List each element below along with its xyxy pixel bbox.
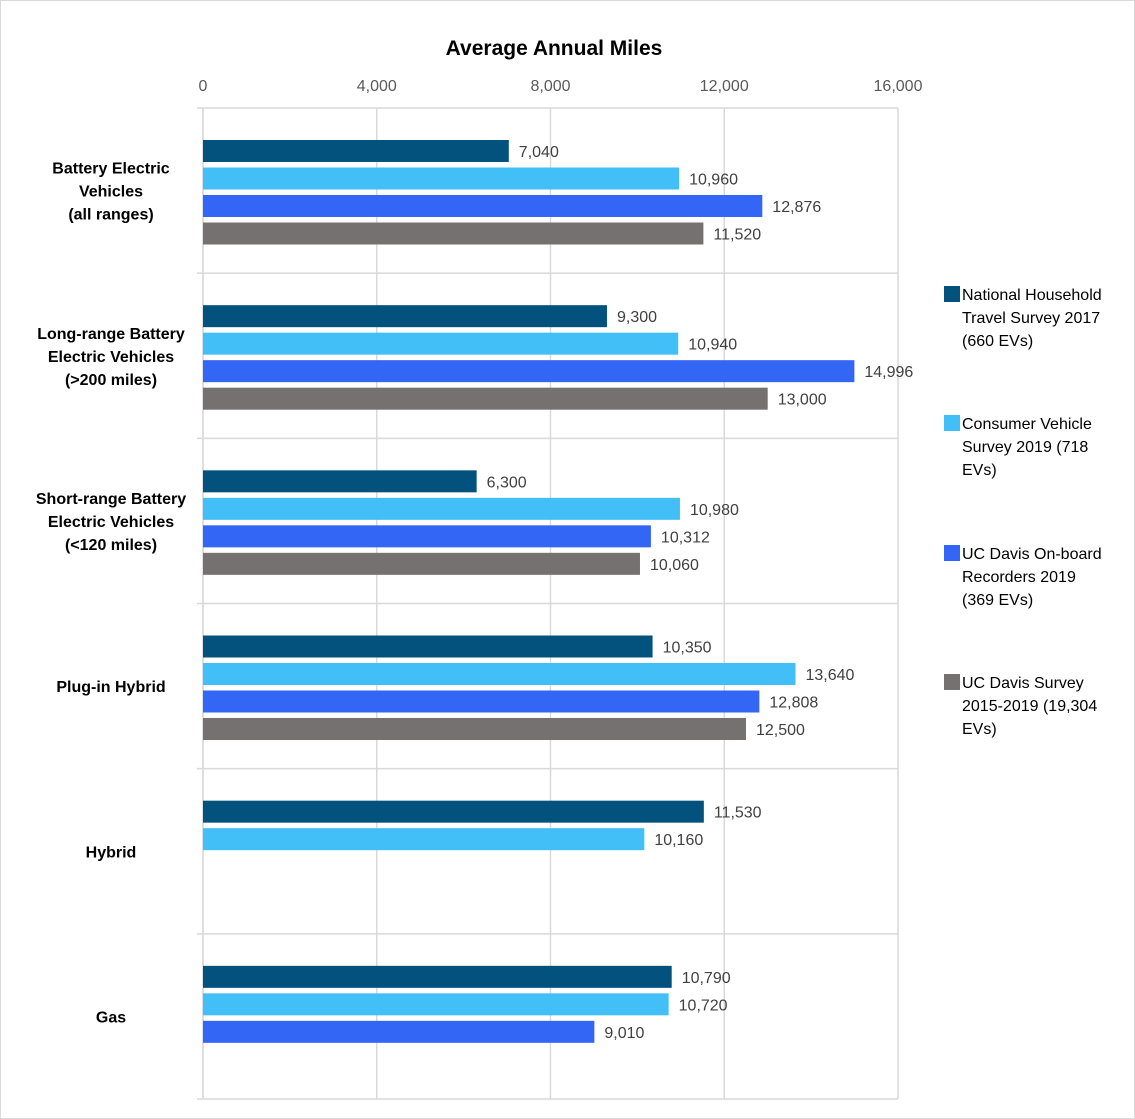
bar (203, 195, 763, 217)
data-label: 12,808 (769, 695, 818, 712)
legend-label-line: (660 EVs) (962, 333, 1033, 350)
category-label-line: Battery Electric (52, 161, 169, 178)
category-label-line: Long-range Battery (37, 326, 185, 343)
legend-swatch (944, 674, 960, 690)
category-label: Plug-in Hybrid (56, 679, 165, 696)
bar (203, 552, 640, 575)
data-label: 12,876 (772, 199, 821, 216)
legend-swatch (944, 286, 960, 302)
bar (203, 332, 679, 355)
legend-label-line: Survey 2019 (718 (962, 439, 1088, 456)
category-label-line: Plug-in Hybrid (56, 679, 165, 696)
legend-swatch (944, 545, 960, 561)
data-label: 6,300 (487, 474, 527, 491)
data-label: 10,940 (688, 337, 737, 354)
legend-label-line: Travel Survey 2017 (962, 310, 1100, 327)
category-label-line: Electric Vehicles (48, 514, 174, 531)
category-labels: Battery Electric Vehicles (all ranges) Long… (36, 161, 186, 1027)
legend-label: Consumer Vehicle Survey 2019 (718 EVs) (962, 416, 1092, 479)
data-label: 10,790 (682, 970, 731, 987)
data-label: 10,060 (650, 557, 699, 574)
category-label-line: (>200 miles) (65, 372, 157, 389)
bar (203, 387, 768, 410)
bar (203, 828, 645, 851)
data-label: 10,720 (679, 997, 728, 1014)
x-tick-label: 8,000 (530, 78, 570, 95)
gridlines (197, 107, 899, 1100)
data-label: 10,350 (663, 640, 712, 657)
x-tick-label: 16,000 (874, 78, 923, 95)
legend-label: National Household Travel Survey 2017 (660… (962, 287, 1102, 350)
legend: National Household Travel Survey 2017 (660… (944, 286, 1102, 738)
bar (203, 718, 746, 740)
category-label-line: Vehicles (79, 184, 143, 201)
bar (203, 305, 607, 328)
chart-title: Average Annual Miles (446, 37, 663, 60)
category-label: Short-range Battery Electric Vehicles (<12… (36, 491, 186, 554)
legend-label-line: UC Davis Survey (962, 675, 1084, 692)
category-label: Battery Electric Vehicles (all ranges) (52, 161, 169, 224)
category-label-line: (all ranges) (68, 207, 153, 224)
legend-label-line: EVs) (962, 721, 997, 738)
bar (203, 222, 704, 245)
legend-label-line: UC Davis On-board (962, 546, 1102, 563)
data-label: 10,960 (689, 172, 738, 189)
bar (203, 800, 704, 823)
bar (203, 470, 477, 493)
category-label: Hybrid (86, 844, 137, 861)
category-label: Gas (96, 1009, 126, 1026)
x-tick-label: 0 (199, 78, 208, 95)
bar (203, 360, 855, 383)
legend-label: UC Davis Survey 2015-2019 (19,304 EVs) (962, 675, 1097, 738)
legend-item: Consumer Vehicle Survey 2019 (718 EVs) (944, 415, 1092, 479)
data-label: 9,300 (617, 309, 657, 326)
legend-label-line: 2015-2019 (19,304 (962, 698, 1097, 715)
bar (203, 167, 680, 190)
legend-label-line: (369 EVs) (962, 592, 1033, 609)
bar (203, 1020, 595, 1043)
category-label-line: Electric Vehicles (48, 349, 174, 366)
legend-label-line: Recorders 2019 (962, 569, 1076, 586)
data-labels: 7,040 10,960 12,876 11,520 9,300 10,940 14,996… (487, 144, 914, 1042)
category-label-line: Gas (96, 1009, 126, 1026)
data-label: 12,500 (756, 722, 805, 739)
data-label: 10,160 (654, 832, 703, 849)
legend-item: UC Davis Survey 2015-2019 (19,304 EVs) (944, 674, 1097, 738)
x-tick-label: 12,000 (700, 78, 749, 95)
bar (203, 993, 669, 1016)
bar (203, 525, 651, 548)
bar (203, 140, 509, 162)
legend-item: UC Davis On-board Recorders 2019 (369 EVs) (944, 545, 1102, 609)
data-label: 9,010 (604, 1025, 644, 1042)
legend-item: National Household Travel Survey 2017 (660… (944, 286, 1102, 350)
bar (203, 635, 653, 658)
data-label: 10,980 (690, 502, 739, 519)
bar (203, 965, 672, 988)
bar (203, 497, 680, 520)
category-label-line: (<120 miles) (65, 537, 157, 554)
data-label: 13,000 (778, 392, 827, 409)
category-label-line: Short-range Battery (36, 491, 186, 508)
category-label-line: Hybrid (86, 844, 137, 861)
data-label: 7,040 (519, 144, 559, 161)
legend-swatch (944, 415, 960, 431)
data-label: 14,996 (864, 364, 913, 381)
x-axis-ticks: 0 4,000 8,000 12,000 16,000 (199, 78, 923, 95)
x-tick-label: 4,000 (357, 78, 397, 95)
bar (203, 663, 796, 685)
legend-label-line: National Household (962, 287, 1102, 304)
data-label: 10,312 (661, 529, 710, 546)
data-label: 11,530 (714, 805, 762, 822)
legend-label-line: EVs) (962, 462, 997, 479)
legend-label: UC Davis On-board Recorders 2019 (369 EVs) (962, 546, 1102, 609)
category-label: Long-range Battery Electric Vehicles (>200… (37, 326, 185, 389)
bars (203, 140, 855, 1043)
bar (203, 690, 760, 713)
data-label: 11,520 (713, 227, 761, 244)
data-label: 13,640 (805, 667, 854, 684)
legend-label-line: Consumer Vehicle (962, 416, 1092, 433)
